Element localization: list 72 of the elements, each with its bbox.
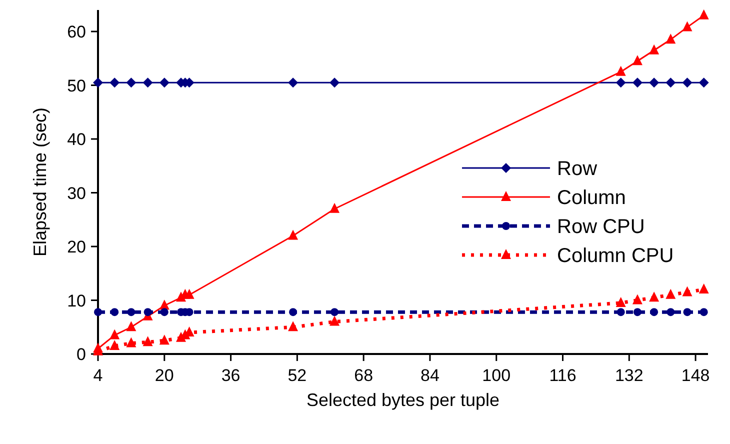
x-tick-label: 132 (614, 366, 644, 385)
point (288, 321, 298, 332)
point (616, 308, 625, 316)
point (682, 78, 692, 88)
point (330, 316, 340, 326)
y-tick-label: 20 (67, 238, 86, 256)
point (649, 78, 660, 88)
point (632, 78, 642, 88)
legend-label: Column (557, 187, 626, 209)
point (616, 296, 626, 307)
point (633, 308, 642, 316)
point (682, 286, 692, 296)
x-tick-label: 84 (420, 366, 440, 385)
point (683, 308, 692, 316)
point (110, 78, 120, 88)
point (126, 321, 136, 332)
point (184, 288, 194, 299)
point (616, 78, 626, 88)
y-tick-label: 10 (67, 291, 86, 310)
x-tick-label: 68 (354, 366, 374, 385)
x-tick-label: 52 (288, 366, 307, 385)
point (142, 78, 153, 88)
point (682, 21, 692, 32)
point (330, 202, 340, 213)
point (698, 78, 709, 88)
legend-label: Row CPU (557, 216, 645, 238)
point (632, 294, 642, 304)
point (650, 308, 658, 316)
point (632, 55, 642, 66)
point (127, 308, 136, 316)
point (700, 308, 708, 316)
legend-label: Column CPU (557, 245, 674, 267)
x-tick-label: 4 (93, 366, 103, 385)
point (698, 9, 709, 20)
point (330, 308, 339, 316)
point (110, 329, 120, 340)
point (649, 44, 660, 54)
point (666, 34, 676, 44)
point (330, 78, 340, 88)
point (666, 288, 676, 299)
point (289, 308, 298, 316)
x-tick-label: 148 (681, 366, 710, 385)
x-tick-label: 20 (154, 366, 174, 385)
point (698, 284, 709, 294)
y-tick-label: 50 (67, 76, 86, 96)
y-axis-title: Elapsed time (sec) (30, 107, 50, 257)
legend-label: Row (557, 158, 598, 180)
point (110, 308, 119, 316)
point (93, 78, 103, 88)
y-tick-label: 30 (67, 184, 86, 203)
point (159, 334, 170, 345)
point (94, 308, 102, 316)
point (649, 292, 660, 302)
point (110, 340, 120, 350)
point (160, 308, 168, 316)
point (666, 78, 676, 88)
point (144, 308, 152, 316)
point (142, 336, 153, 346)
point (288, 230, 298, 240)
point (126, 78, 136, 88)
y-tick-label: 0 (76, 345, 86, 364)
x-axis-title: Selected bytes per tuple (306, 390, 500, 410)
point (126, 337, 136, 348)
point (159, 78, 170, 88)
x-tick-label: 100 (482, 366, 511, 385)
point (666, 308, 675, 316)
y-tick-label: 40 (67, 130, 86, 149)
y-tick-label: 60 (67, 22, 86, 42)
x-tick-label: 116 (549, 366, 576, 385)
x-tick-label: 36 (221, 366, 240, 385)
point (288, 78, 298, 88)
point (616, 66, 626, 76)
